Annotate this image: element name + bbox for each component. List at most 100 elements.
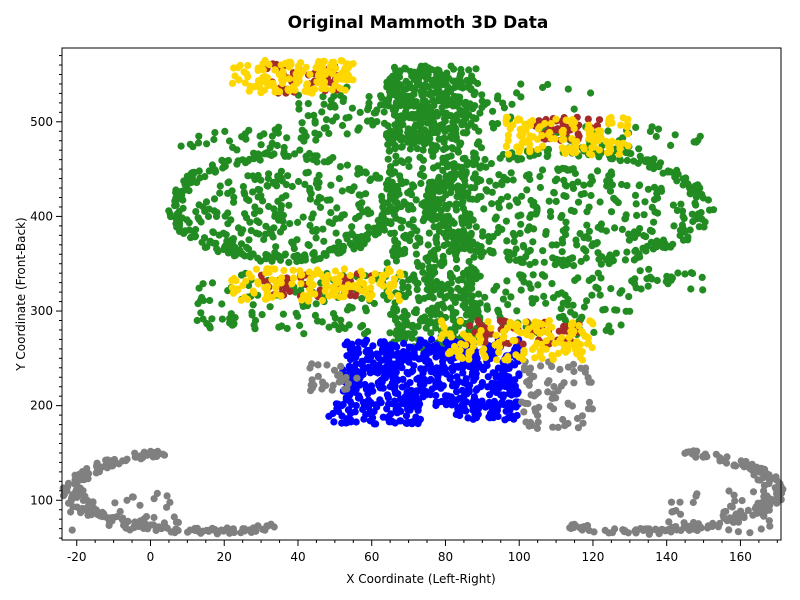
data-point <box>692 138 700 146</box>
data-point <box>407 139 415 147</box>
data-point <box>419 217 427 225</box>
data-point <box>502 119 510 128</box>
data-point <box>283 324 291 333</box>
data-point <box>696 132 704 140</box>
data-point <box>365 93 373 101</box>
data-point <box>452 130 460 138</box>
data-point <box>779 485 787 493</box>
data-point <box>606 187 615 195</box>
data-point <box>245 87 253 95</box>
data-point <box>330 58 338 66</box>
data-point <box>370 408 378 416</box>
data-point <box>587 378 595 386</box>
data-point <box>520 278 528 286</box>
data-point <box>516 125 524 133</box>
data-point <box>667 273 675 281</box>
data-point <box>503 193 512 201</box>
data-point <box>362 289 370 297</box>
data-point <box>248 311 256 319</box>
data-point <box>571 139 579 147</box>
data-point <box>325 129 333 138</box>
data-point <box>410 75 418 83</box>
data-point <box>221 127 229 135</box>
data-point <box>384 155 392 163</box>
data-point <box>331 314 339 322</box>
data-point <box>461 304 469 312</box>
data-point <box>744 506 752 514</box>
data-point <box>479 232 487 240</box>
data-point <box>320 124 328 132</box>
data-point <box>391 145 399 153</box>
data-point <box>243 295 251 303</box>
data-point <box>622 148 630 157</box>
data-point <box>470 376 478 384</box>
data-point <box>467 264 475 272</box>
data-point <box>321 287 329 295</box>
data-point <box>739 513 748 521</box>
data-point <box>390 133 398 141</box>
data-point <box>477 144 485 152</box>
data-point <box>391 168 399 176</box>
data-point <box>229 143 237 151</box>
data-point <box>421 107 429 115</box>
data-point <box>542 337 551 345</box>
data-point <box>452 397 460 405</box>
data-point <box>105 521 113 530</box>
data-point <box>299 302 307 310</box>
data-point <box>147 447 155 455</box>
data-point <box>760 498 768 506</box>
data-point <box>266 303 274 311</box>
data-point <box>408 420 416 428</box>
data-point <box>292 288 300 296</box>
data-point <box>504 131 512 139</box>
data-point <box>356 204 364 212</box>
x-axis-label: X Coordinate (Left-Right) <box>346 572 496 586</box>
data-point <box>525 376 534 384</box>
data-point <box>526 140 534 148</box>
data-point <box>399 348 407 356</box>
data-point <box>353 374 361 382</box>
data-point <box>402 412 411 420</box>
data-point <box>419 135 427 143</box>
data-point <box>587 318 596 326</box>
data-point <box>312 234 320 242</box>
data-point <box>205 167 213 175</box>
data-point <box>621 527 629 535</box>
data-point <box>357 267 365 275</box>
data-point <box>414 374 423 382</box>
data-point <box>681 270 689 278</box>
data-point <box>679 175 687 183</box>
data-point <box>310 111 318 119</box>
data-point <box>304 88 312 96</box>
data-point <box>583 221 591 229</box>
data-point <box>570 367 578 376</box>
data-point <box>227 310 235 318</box>
data-point <box>216 182 224 190</box>
data-point <box>613 306 621 314</box>
data-point <box>699 286 707 294</box>
data-point <box>338 121 347 130</box>
data-point <box>408 92 416 100</box>
data-point <box>421 339 429 347</box>
data-point <box>569 319 577 327</box>
data-point <box>448 218 456 226</box>
data-point <box>116 507 124 516</box>
data-point <box>540 292 548 300</box>
data-point <box>689 269 697 278</box>
data-point <box>237 240 246 248</box>
data-point <box>387 163 395 171</box>
data-point <box>294 312 302 320</box>
data-point <box>447 286 455 295</box>
data-point <box>531 354 539 362</box>
data-point <box>622 211 630 219</box>
data-point <box>483 99 491 107</box>
data-point <box>115 460 123 468</box>
data-point <box>680 519 688 527</box>
data-point <box>404 101 412 109</box>
data-point <box>551 339 559 348</box>
data-point <box>290 245 298 253</box>
data-point <box>277 274 286 282</box>
data-point <box>319 93 327 101</box>
data-point <box>636 267 644 275</box>
data-point <box>625 236 634 244</box>
